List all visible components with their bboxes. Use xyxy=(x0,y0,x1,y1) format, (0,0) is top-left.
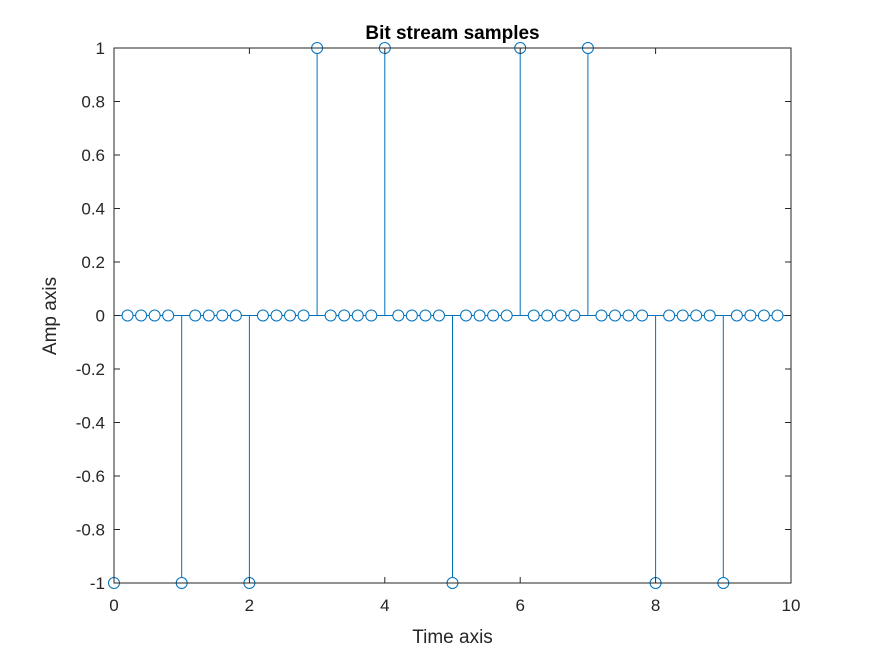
stem-marker xyxy=(527,309,540,322)
y-tick-label: -0.8 xyxy=(76,521,105,540)
x-tick-label: 6 xyxy=(515,596,524,615)
stem-marker xyxy=(162,309,175,322)
y-tick-label: -0.4 xyxy=(76,414,105,433)
x-tick-label: 0 xyxy=(109,596,118,615)
stem-marker xyxy=(771,309,784,322)
stem-marker xyxy=(487,309,500,322)
stem-marker xyxy=(121,309,134,322)
y-tick-label: 1 xyxy=(96,39,105,58)
y-tick-label: -1 xyxy=(90,574,105,593)
stem-marker xyxy=(365,309,378,322)
stem-marker xyxy=(256,309,269,322)
stem-marker xyxy=(148,309,161,322)
x-tick-label: 10 xyxy=(782,596,801,615)
stem-marker xyxy=(284,309,297,322)
stem-marker xyxy=(473,309,486,322)
y-tick-label: 0.2 xyxy=(81,253,105,272)
stem-marker xyxy=(554,309,567,322)
stem-marker xyxy=(419,309,432,322)
stem-marker xyxy=(324,309,337,322)
stem-marker xyxy=(270,309,283,322)
y-tick-label: 0.8 xyxy=(81,93,105,112)
y-tick-label: -0.6 xyxy=(76,467,105,486)
stem-marker xyxy=(202,309,215,322)
stem-marker xyxy=(622,309,635,322)
y-axis-label: Amp axis xyxy=(40,277,61,355)
stem-marker xyxy=(730,309,743,322)
x-axis-ticks: 0 2 4 6 8 10 xyxy=(109,48,800,615)
stem-marker xyxy=(608,309,621,322)
y-tick-label: -0.2 xyxy=(76,360,105,379)
y-tick-label: 0.4 xyxy=(81,200,105,219)
stem-marker xyxy=(676,309,689,322)
stem-marker xyxy=(568,309,581,322)
chart-title: Bit stream samples xyxy=(365,23,539,44)
stem-marker xyxy=(432,309,445,322)
stem-lines xyxy=(113,48,724,583)
stem-marker xyxy=(189,309,202,322)
stem-marker xyxy=(216,309,229,322)
stem-marker xyxy=(297,309,310,322)
stem-marker xyxy=(392,309,405,322)
stem-marker xyxy=(690,309,703,322)
stem-marker xyxy=(663,309,676,322)
stem-marker xyxy=(351,309,364,322)
y-axis-ticks: -1 -0.8 -0.6 -0.4 -0.2 0 0.2 0.4 0.6 0.8 1 xyxy=(76,39,791,593)
stem-marker xyxy=(460,309,473,322)
y-tick-label: 0.6 xyxy=(81,146,105,165)
x-tick-label: 2 xyxy=(245,596,254,615)
stem-marker xyxy=(636,309,649,322)
x-axis-label: Time axis xyxy=(412,627,493,648)
stem-marker xyxy=(405,309,418,322)
stem-marker xyxy=(703,309,716,322)
y-tick-label: 0 xyxy=(96,307,105,326)
stem-marker xyxy=(757,309,770,322)
x-tick-label: 8 xyxy=(651,596,660,615)
stem-marker xyxy=(595,309,608,322)
stem-marker xyxy=(744,309,757,322)
stem-marker xyxy=(338,309,351,322)
stem-marker xyxy=(135,309,148,322)
stem-marker xyxy=(229,309,242,322)
x-tick-label: 4 xyxy=(380,596,389,615)
stem-marker xyxy=(541,309,554,322)
stem-marker xyxy=(500,309,513,322)
